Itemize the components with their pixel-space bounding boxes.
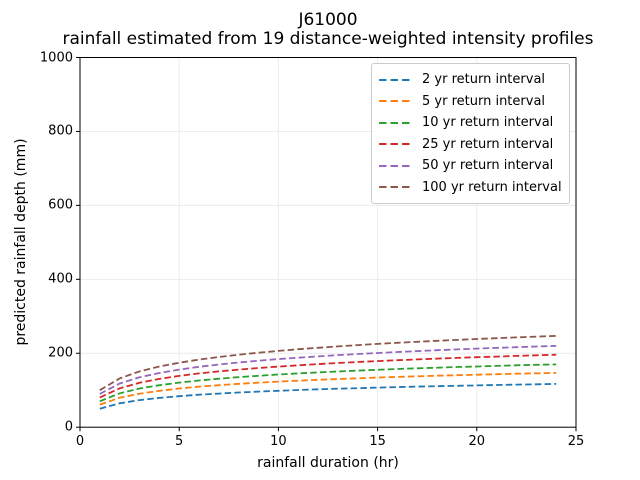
- y-axis-label: predicted rainfall depth (mm): [13, 138, 29, 346]
- legend-label: 2 yr return interval: [422, 72, 546, 88]
- y-tick-label: 600: [48, 197, 73, 213]
- legend-label: 25 yr return interval: [422, 136, 554, 152]
- y-tick-label: 400: [48, 271, 73, 287]
- legend-dash-sample: [379, 78, 413, 81]
- legend-item: 5 yr return interval: [379, 91, 562, 113]
- x-tick-label: 15: [369, 434, 386, 449]
- chart-title-block: J61000 rainfall estimated from 19 distan…: [63, 11, 594, 49]
- legend-label: 100 yr return interval: [422, 179, 562, 195]
- x-tick-label: 20: [468, 434, 486, 449]
- curve-2-yr-return-interval: [99, 383, 557, 410]
- x-axis-label: rainfall duration (hr): [257, 455, 399, 471]
- legend: 2 yr return interval 5 yr return interval…: [371, 63, 570, 204]
- curve-50-yr-return-interval: [99, 345, 557, 395]
- legend-label: 10 yr return interval: [422, 115, 554, 131]
- legend-label: 5 yr return interval: [422, 93, 546, 109]
- chart-title: J61000: [298, 10, 358, 30]
- legend-dash-sample: [379, 143, 413, 146]
- x-tick-label: 0: [75, 434, 85, 449]
- legend-dash-sample: [379, 186, 413, 189]
- legend-item: 100 yr return interval: [379, 177, 562, 199]
- chart-subtitle: rainfall estimated from 19 distance-weig…: [62, 29, 594, 49]
- plot-border: [79, 57, 577, 428]
- legend-item: 10 yr return interval: [379, 112, 562, 134]
- curve-25-yr-return-interval: [99, 353, 557, 399]
- curve-5-yr-return-interval: [99, 372, 557, 406]
- legend-label: 50 yr return interval: [422, 158, 554, 174]
- legend-item: 2 yr return interval: [379, 69, 562, 91]
- curve-10-yr-return-interval: [99, 363, 557, 403]
- legend-dash-sample: [379, 100, 413, 103]
- y-tick-label: 1000: [39, 50, 73, 65]
- y-tick-label: 200: [48, 345, 73, 361]
- x-tick-label: 10: [270, 434, 287, 449]
- legend-dash-sample: [379, 121, 413, 124]
- legend-item: 25 yr return interval: [379, 134, 562, 156]
- legend-dash-sample: [379, 164, 413, 167]
- x-tick-label: 5: [175, 434, 184, 449]
- curve-100-yr-return-interval: [99, 335, 557, 391]
- legend-item: 50 yr return interval: [379, 155, 562, 177]
- y-tick-label: 800: [48, 123, 73, 139]
- x-tick-label: 25: [567, 434, 585, 449]
- y-tick-label: 0: [64, 419, 73, 435]
